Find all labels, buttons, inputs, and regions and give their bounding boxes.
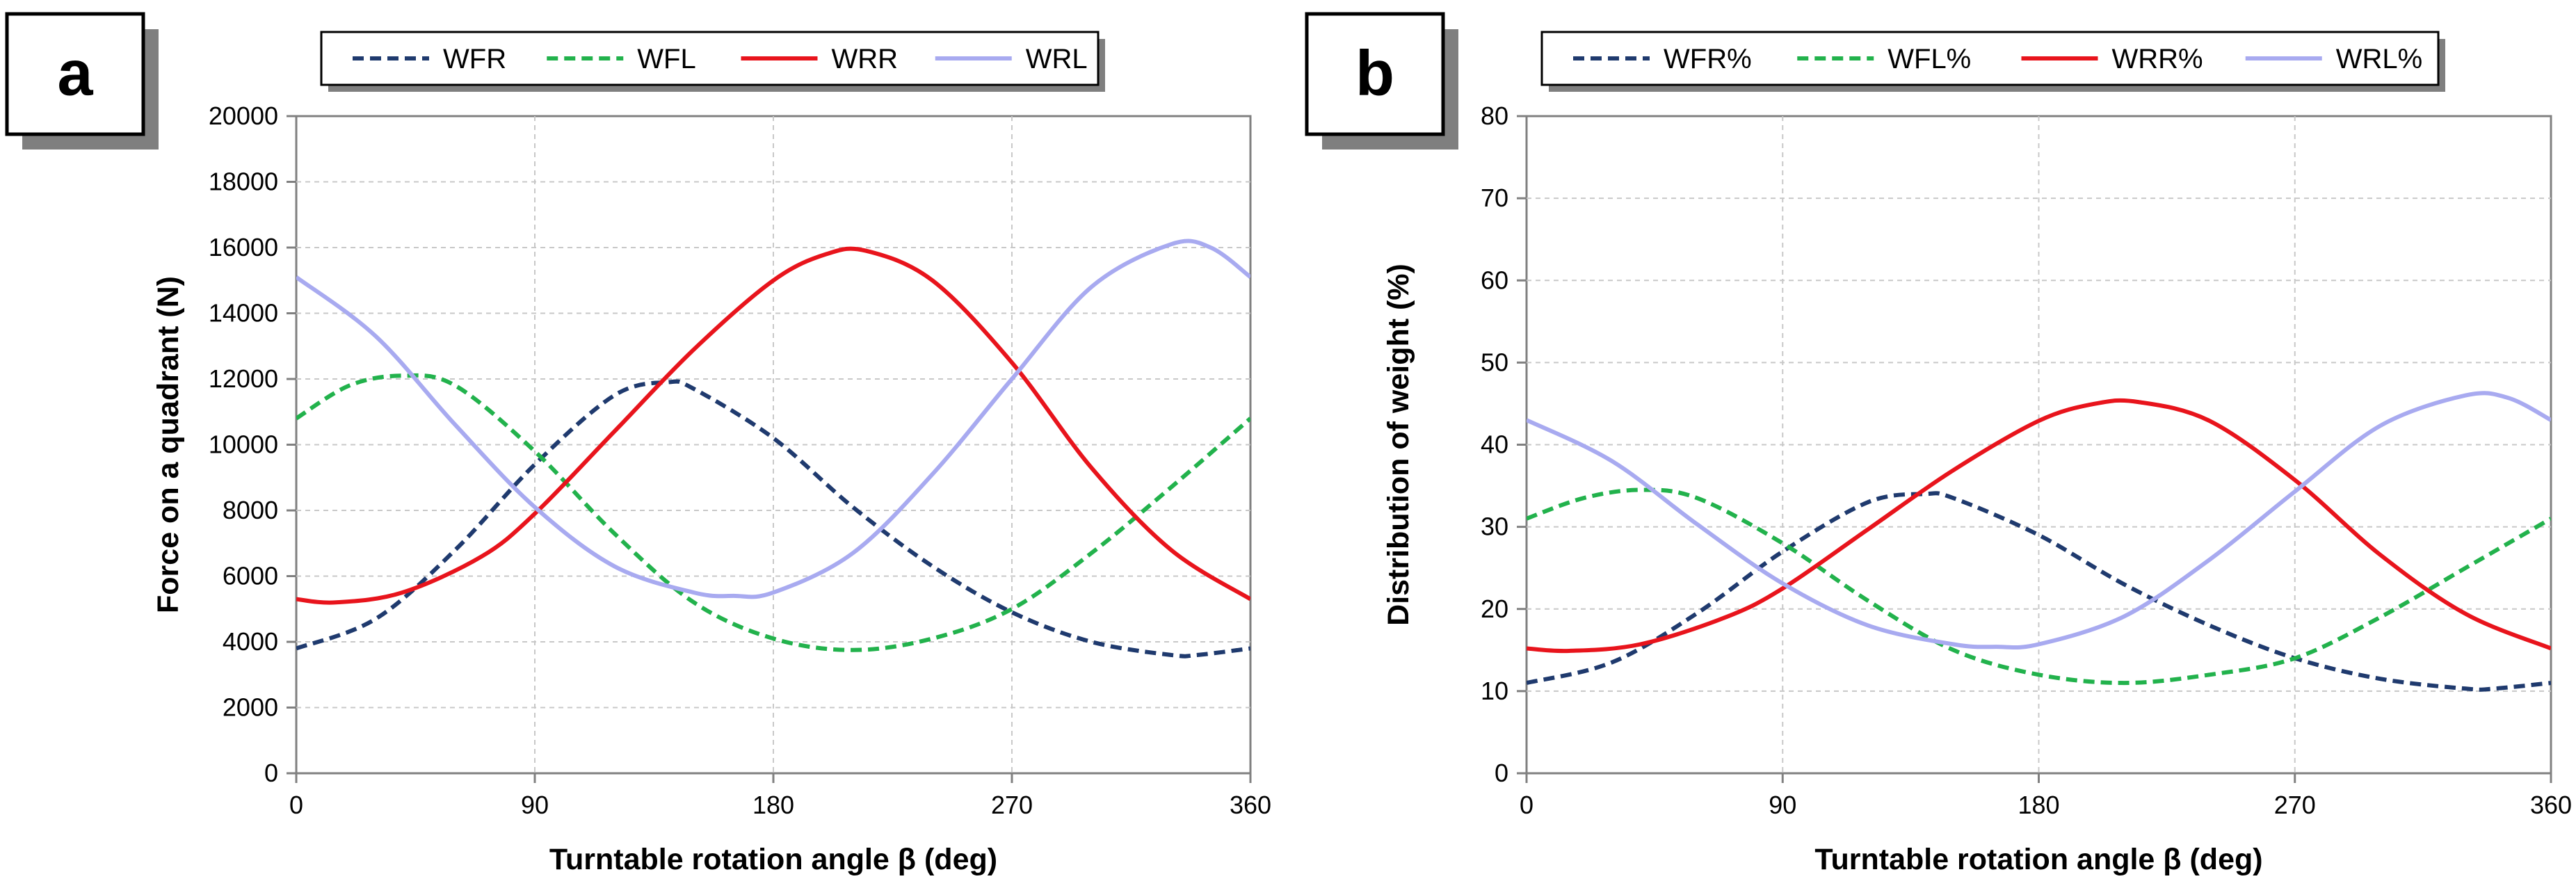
series-line-wrl <box>296 239 1250 599</box>
y-tick-label: 80 <box>1481 102 1508 130</box>
x-tick-label: 90 <box>521 791 549 819</box>
x-tick-label: 270 <box>2274 791 2316 819</box>
legend-entry: WFL <box>637 44 695 74</box>
chart-panel-b: 0 10 20 30 40 50 60 70 80 0 90 180 270 360 Turntable r… <box>1305 12 2572 876</box>
x-axis-title: Turntable rotation angle β (deg) <box>549 843 997 876</box>
panel-label-box <box>1305 12 1445 136</box>
y-tick-label: 60 <box>1481 266 1508 294</box>
chart-panel-a: 0 2000 4000 6000 8000 10000 12000 14000 16000 180… <box>5 12 1271 876</box>
y-axis-title: Distribution of weight (%) <box>1382 264 1415 626</box>
panel-label: a <box>57 38 93 109</box>
x-tick-label: 360 <box>1230 791 1271 819</box>
series-line-wrr-pct <box>1527 398 2551 654</box>
y-tick-label: 10000 <box>209 430 278 459</box>
y-tick-label: 8000 <box>223 496 278 524</box>
y-tick-label: 20000 <box>209 102 278 130</box>
x-axis-title: Turntable rotation angle β (deg) <box>1814 843 2262 876</box>
y-tick-label: 12000 <box>209 364 278 393</box>
y-tick-label: 6000 <box>223 562 278 590</box>
y-tick-label: 50 <box>1481 348 1508 376</box>
x-tick-label: 0 <box>1520 791 1533 819</box>
legend-entry: WRR% <box>2112 44 2203 74</box>
legend-entry: WRL% <box>2336 44 2422 74</box>
y-tick-label: 70 <box>1481 184 1508 212</box>
y-tick-label: 30 <box>1481 512 1508 541</box>
y-tick-label: 14000 <box>209 299 278 328</box>
legend-entry: WRR <box>832 44 899 74</box>
x-tick-label: 0 <box>289 791 303 819</box>
x-tick-label: 180 <box>2018 791 2059 819</box>
x-tick-label: 270 <box>991 791 1033 819</box>
series-line-wfl-pct <box>1527 487 2551 686</box>
y-axis-title: Force on a quadrant (N) <box>152 276 185 613</box>
series-line-wrl-pct <box>1527 391 2551 650</box>
panel-label: b <box>1355 38 1394 109</box>
series-line-wfr-pct <box>1527 491 2551 692</box>
y-tick-label: 20 <box>1481 595 1508 623</box>
y-tick-label: 16000 <box>209 233 278 261</box>
legend-entry: WFR% <box>1664 44 1752 74</box>
y-tick-label: 18000 <box>209 168 278 196</box>
series-line-wfr <box>296 379 1250 659</box>
series-line-wfl <box>296 373 1250 652</box>
y-tick-label: 0 <box>264 759 278 787</box>
y-tick-label: 10 <box>1481 677 1508 705</box>
y-tick-label: 2000 <box>223 693 278 722</box>
legend-entry: WFL% <box>1887 44 1971 74</box>
x-tick-label: 180 <box>752 791 794 819</box>
y-tick-label: 0 <box>1495 759 1508 787</box>
legend-entry: WFR <box>443 44 506 74</box>
panel-label-box <box>5 12 145 136</box>
x-tick-label: 360 <box>2530 791 2572 819</box>
series-line-wrr <box>296 246 1250 605</box>
y-tick-label: 40 <box>1481 430 1508 459</box>
x-tick-label: 90 <box>1769 791 1796 819</box>
legend-entry: WRL <box>1026 44 1088 74</box>
y-tick-label: 4000 <box>223 627 278 656</box>
